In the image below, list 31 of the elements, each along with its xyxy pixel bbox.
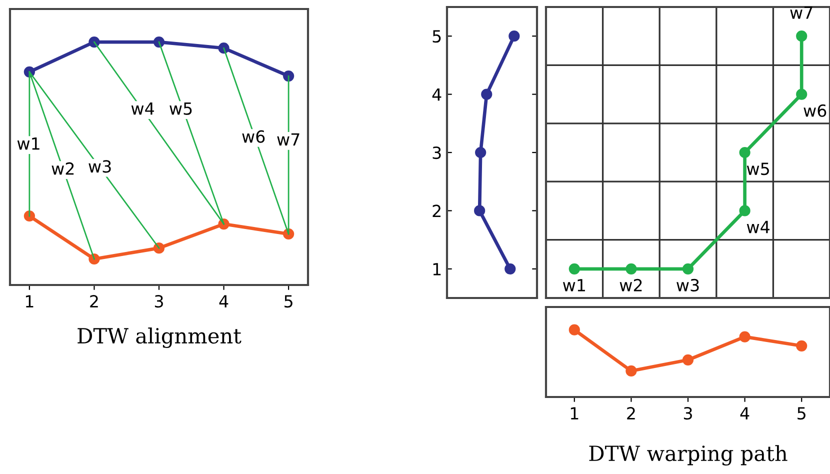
y-tick-label: 4	[432, 88, 442, 101]
annotation: w2	[620, 278, 642, 292]
annotation: w6	[242, 130, 265, 143]
y-tick-label: 2	[432, 204, 440, 218]
y-tick-label: 5	[432, 30, 441, 43]
annotation: w7	[790, 6, 812, 19]
x-tick-label: 2	[90, 295, 98, 308]
x-tick-label: 2	[627, 407, 635, 420]
annotation: w5	[746, 162, 769, 176]
y-tick-label: 1	[433, 263, 441, 276]
annotation: w2	[52, 162, 74, 175]
annotation: w1	[17, 138, 40, 150]
x-axis-title: DTW warping path	[589, 445, 788, 466]
x-tick-label: 4	[740, 407, 750, 420]
annotation: w7	[277, 133, 300, 146]
y-tick-label: 3	[432, 146, 441, 160]
x-tick-label: 5	[284, 295, 292, 308]
annotation: w4	[746, 220, 770, 234]
annotation: w5	[170, 102, 192, 115]
annotation: w3	[676, 278, 699, 292]
x-tick-label: 5	[798, 407, 806, 420]
x-tick-label: 3	[154, 295, 163, 308]
annotation: w3	[88, 160, 111, 173]
x-tick-label: 1	[570, 407, 578, 420]
x-tick-label: 4	[219, 295, 228, 308]
x-tick-label: 3	[684, 407, 692, 420]
x-axis-title: DTW alignment	[78, 328, 242, 348]
x-tick-label: 1	[26, 295, 34, 308]
annotation: w4	[131, 102, 154, 115]
annotation: w1	[562, 279, 585, 292]
annotation: w6	[804, 104, 826, 117]
